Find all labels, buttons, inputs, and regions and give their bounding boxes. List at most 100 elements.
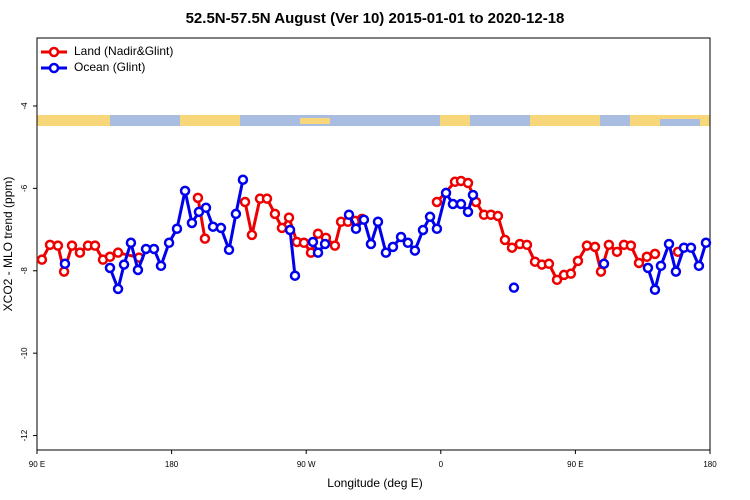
x-tick-label: 180: [165, 460, 179, 469]
data-point: [112, 283, 124, 295]
data-point: [118, 259, 130, 270]
data-point: [36, 254, 48, 265]
data-point: [155, 260, 167, 272]
data-point: [611, 246, 623, 258]
data-point: [171, 223, 183, 235]
data-point: [499, 234, 511, 246]
data-point: [74, 247, 86, 258]
data-point: [199, 233, 211, 244]
chart-title: 52.5N-57.5N August (Ver 10) 2015-01-01 t…: [186, 10, 565, 27]
data-point: [598, 258, 610, 270]
map-strip: [37, 115, 710, 126]
data-point: [66, 240, 78, 251]
legend-label: Ocean (Glint): [74, 60, 145, 74]
data-point: [642, 262, 654, 274]
data-point: [319, 238, 331, 250]
data-point: [431, 196, 443, 208]
data-point: [625, 240, 637, 251]
data-point: [462, 206, 474, 218]
data-point: [663, 238, 675, 250]
data-point: [565, 268, 577, 279]
data-point: [284, 224, 296, 236]
data-point: [521, 239, 533, 251]
data-point: [132, 264, 144, 276]
data-point: [358, 214, 370, 225]
data-point: [551, 274, 563, 286]
y-tick-label: -4: [20, 102, 29, 110]
data-point: [633, 257, 645, 269]
data-point: [312, 247, 324, 258]
data-point: [492, 210, 504, 222]
data-point: [261, 193, 273, 204]
data-point: [246, 229, 258, 241]
data-point: [215, 222, 227, 234]
data-point: [700, 237, 712, 249]
data-point: [655, 260, 667, 272]
legend-marker: [48, 46, 60, 58]
data-point: [395, 231, 407, 243]
data-point: [89, 240, 101, 251]
data-point: [148, 243, 160, 255]
data-point: [237, 174, 249, 185]
data-point: [104, 251, 116, 263]
data-point: [431, 223, 443, 235]
x-tick-label: 90 W: [297, 460, 316, 469]
data-point: [192, 192, 204, 204]
data-point: [200, 202, 212, 213]
data-point: [343, 209, 355, 220]
data-point: [104, 262, 116, 274]
data-point: [283, 212, 295, 223]
data-point: [179, 185, 191, 197]
data-point: [409, 245, 421, 256]
legend-marker: [48, 62, 60, 74]
x-tick-label: 90 E: [567, 460, 583, 469]
y-tick-label: -8: [20, 267, 29, 275]
data-point: [239, 196, 251, 208]
x-tick-label: 180: [703, 460, 717, 469]
data-point: [467, 189, 479, 201]
data-point: [59, 258, 71, 270]
data-point: [276, 222, 288, 234]
data-point: [447, 198, 459, 210]
legend-label: Land (Nadir&Glint): [74, 44, 173, 58]
data-point: [207, 221, 219, 232]
y-tick-label: -6: [20, 184, 29, 192]
data-point: [269, 208, 281, 220]
data-point: [307, 236, 319, 248]
data-point: [163, 237, 175, 249]
data-point: [312, 228, 324, 239]
y-axis-label: XCO2 - MLO trend (ppm): [1, 177, 15, 312]
data-point: [380, 247, 392, 258]
data-point: [581, 240, 593, 251]
data-point: [641, 251, 653, 263]
data-point: [506, 242, 518, 253]
data-point: [424, 211, 436, 223]
data-point: [649, 248, 661, 260]
y-tick-label: -10: [20, 347, 29, 359]
x-tick-label: 90 E: [29, 460, 45, 469]
data-point: [693, 260, 705, 272]
data-point: [350, 223, 362, 235]
x-tick-label: 0: [439, 460, 444, 469]
data-point: [125, 237, 137, 249]
data-point: [112, 247, 124, 258]
data-point: [298, 237, 310, 249]
data-point: [230, 208, 242, 220]
data-point: [685, 242, 697, 253]
data-point: [440, 187, 452, 199]
data-point: [455, 198, 467, 210]
data-point: [365, 238, 377, 250]
data-point: [289, 270, 301, 281]
data-point: [417, 224, 429, 236]
data-point: [223, 244, 235, 256]
data-point: [508, 282, 520, 293]
data-point: [372, 216, 384, 228]
y-tick-label: -12: [20, 429, 29, 441]
data-point: [387, 241, 399, 253]
data-point: [186, 217, 198, 229]
data-point: [572, 255, 584, 267]
data-point: [603, 239, 615, 251]
data-point: [402, 237, 414, 249]
data-point: [649, 284, 661, 295]
